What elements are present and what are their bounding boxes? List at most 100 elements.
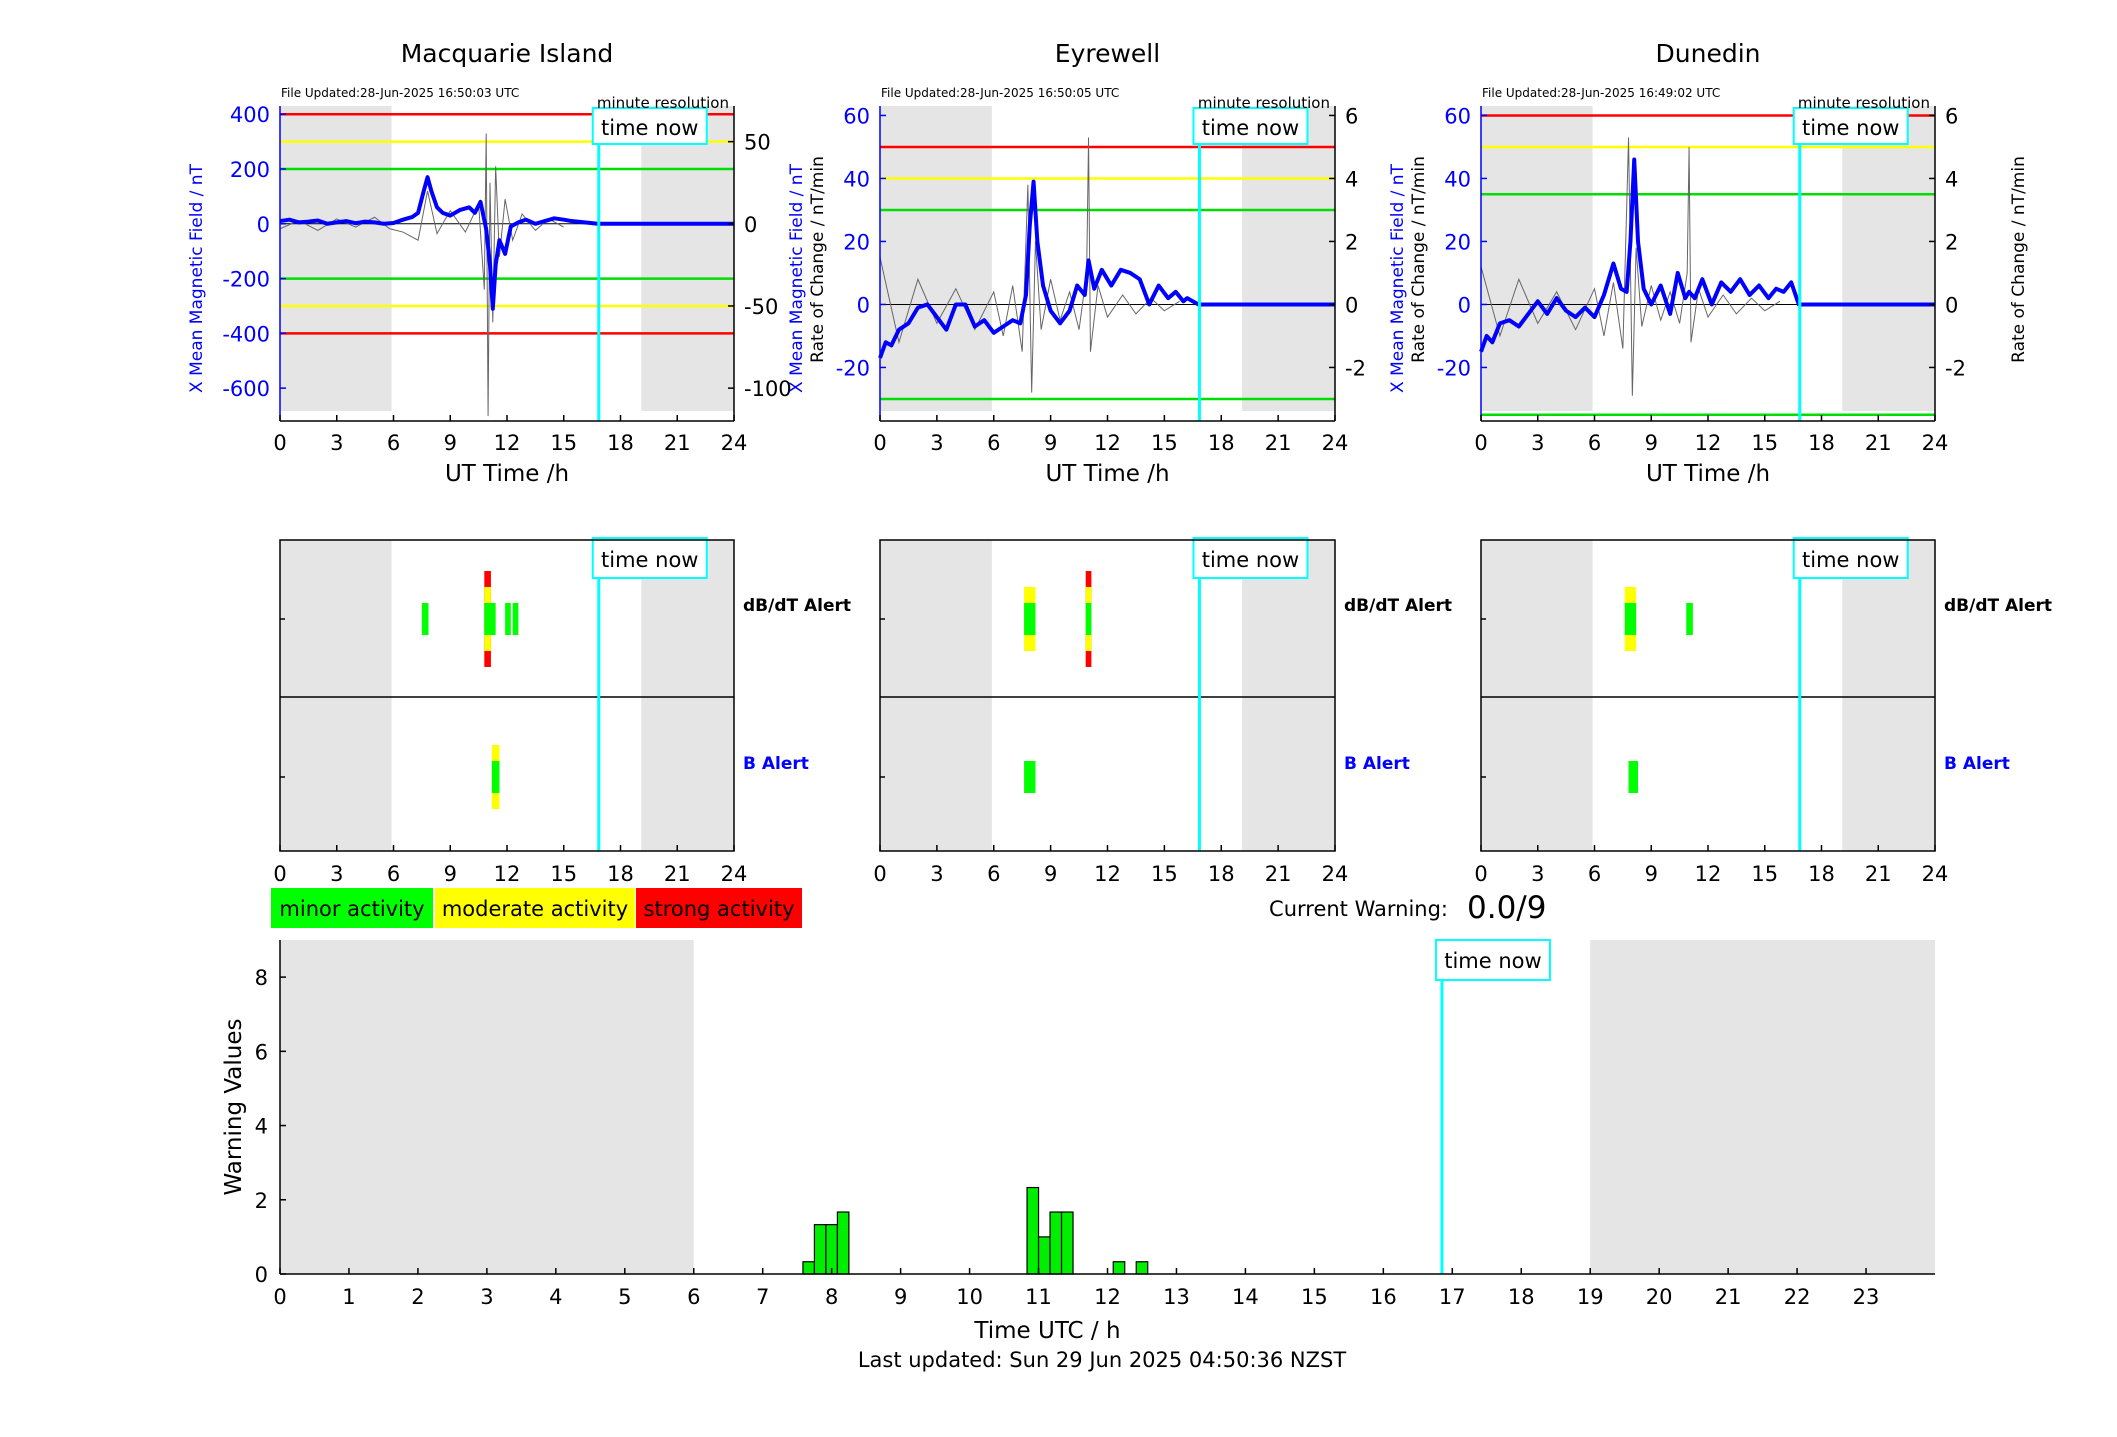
x-tick-label: 21 <box>664 862 691 886</box>
y-tick-label: 0 <box>255 1263 268 1287</box>
station-alert-charts: dB/dT Alert B Alert time now 0 3 6 9 12 15 18 21 24… <box>273 537 2052 886</box>
x-axis-label: UT Time /h <box>1646 461 1770 487</box>
x-tick-label: 15 <box>1151 862 1178 886</box>
x-tick-label: 0 <box>873 431 886 455</box>
current-warning-value: 0.0/9 <box>1467 890 1546 926</box>
legend-item-strong: strong activity <box>636 888 802 928</box>
x-tick-label: 10 <box>956 1285 983 1309</box>
x-tick-label: 9 <box>1645 431 1658 455</box>
x-tick-label: 0 <box>273 1285 286 1309</box>
alert-row-label: B Alert <box>743 754 809 774</box>
x-tick-label: 8 <box>825 1285 838 1309</box>
warning-bar <box>825 1224 839 1275</box>
x-axis-label: UT Time /h <box>445 461 569 487</box>
alert-block-minor <box>1624 603 1637 635</box>
night-shading-0 <box>1481 106 1593 411</box>
warning-bar <box>1135 1261 1149 1275</box>
time-now-label: time now <box>1202 116 1299 140</box>
x-axis-label: Time UTC / h <box>973 1318 1120 1344</box>
chart-title: Macquarie Island <box>401 39 614 68</box>
alert-block-minor <box>1024 761 1036 793</box>
x-tick-label: 24 <box>1922 431 1949 455</box>
alert-block-minor <box>1024 603 1036 635</box>
right-tick-label: 2 <box>1945 230 1958 254</box>
legend-label-strong: strong activity <box>644 897 795 921</box>
right-tick-label: 0 <box>1945 293 1958 317</box>
legend-swatch-strong <box>636 888 802 928</box>
warning-bar <box>1049 1211 1063 1275</box>
night-shading-1 <box>1590 940 1935 1274</box>
x-tick-label: 4 <box>549 1285 562 1309</box>
x-tick-label: 12 <box>494 862 521 886</box>
right-tick-label: 0 <box>744 213 757 237</box>
legend-label-minor: minor activity <box>279 897 424 921</box>
alert-block-minor <box>1686 603 1693 635</box>
x-tick-label: 24 <box>721 431 748 455</box>
x-tick-label: 24 <box>1922 862 1949 886</box>
left-tick-label: 400 <box>230 103 270 127</box>
x-tick-label: 21 <box>664 431 691 455</box>
x-tick-label: 15 <box>1751 862 1778 886</box>
y-axis-label-left: X Mean Magnetic Field / nT <box>187 163 207 393</box>
x-tick-label: 18 <box>1508 1285 1535 1309</box>
y-tick-label: 6 <box>255 1040 268 1064</box>
alert-row-label: dB/dT Alert <box>743 596 851 616</box>
legend-swatch-minor <box>271 888 433 928</box>
night-shading-0 <box>280 106 392 411</box>
x-tick-label: 19 <box>1577 1285 1604 1309</box>
station-chart-0: time now File Updated:28-Jun-2025 16:50:0… <box>187 39 828 487</box>
time-now-box <box>1434 939 1551 981</box>
file-updated-text: File Updated:28-Jun-2025 16:49:02 UTC <box>1482 86 1720 100</box>
left-tick-label: 20 <box>843 230 870 254</box>
magnetic-field-series <box>878 179 1335 359</box>
warning-bar <box>1112 1261 1126 1275</box>
x-tick-label: 9 <box>1044 431 1057 455</box>
x-tick-label: 2 <box>411 1285 424 1309</box>
night-shading-1 <box>1842 106 1935 411</box>
x-tick-label: 5 <box>618 1285 631 1309</box>
x-tick-label: 18 <box>607 431 634 455</box>
y-tick-label: 2 <box>255 1189 268 1213</box>
time-now-label: time now <box>1202 548 1299 572</box>
legend-item-minor: minor activity <box>271 888 433 928</box>
x-tick-label: 16 <box>1370 1285 1397 1309</box>
night-shading-1 <box>641 106 734 411</box>
x-tick-label: 0 <box>873 862 886 886</box>
y-axis-label: Warning Values <box>221 1018 247 1195</box>
x-tick-label: 13 <box>1163 1285 1190 1309</box>
right-tick-label: 4 <box>1345 167 1358 191</box>
x-axis-label: UT Time /h <box>1045 461 1169 487</box>
right-tick-label: 6 <box>1945 104 1958 128</box>
x-tick-label: 6 <box>387 431 400 455</box>
x-tick-label: 6 <box>1588 862 1601 886</box>
x-tick-label: 9 <box>894 1285 907 1309</box>
time-now-label: time now <box>601 548 698 572</box>
left-tick-label: 200 <box>230 158 270 182</box>
x-tick-label: 3 <box>1531 862 1544 886</box>
x-tick-label: 11 <box>1025 1285 1052 1309</box>
magnetic-field-series <box>1479 157 1935 353</box>
x-tick-label: 6 <box>687 1285 700 1309</box>
last-updated: Last updated: Sun 29 Jun 2025 04:50:36 N… <box>858 1348 1347 1372</box>
y-axis-label-left: X Mean Magnetic Field / nT <box>1388 163 1408 393</box>
left-tick-label: 0 <box>857 293 870 317</box>
x-tick-label: 0 <box>1474 431 1487 455</box>
time-now-label: time now <box>1444 949 1541 973</box>
x-tick-label: 9 <box>1645 862 1658 886</box>
time-now-box <box>1792 537 1909 579</box>
x-tick-label: 12 <box>1695 431 1722 455</box>
magnetic-field-series <box>279 175 734 311</box>
left-tick-label: -600 <box>222 377 270 401</box>
legend-item-moderate: moderate activity <box>435 888 635 928</box>
alert-block-minor <box>421 603 429 635</box>
x-tick-label: 9 <box>444 862 457 886</box>
x-tick-label: 3 <box>330 862 343 886</box>
night-shading-0 <box>880 540 992 851</box>
y-axis-label-right: Rate of Change / nT/min <box>808 156 828 363</box>
right-tick-label: 0 <box>1345 293 1358 317</box>
alert-block-minor <box>484 603 491 635</box>
x-tick-label: 0 <box>273 431 286 455</box>
alert-block-minor <box>491 761 500 793</box>
x-tick-label: 22 <box>1784 1285 1811 1309</box>
